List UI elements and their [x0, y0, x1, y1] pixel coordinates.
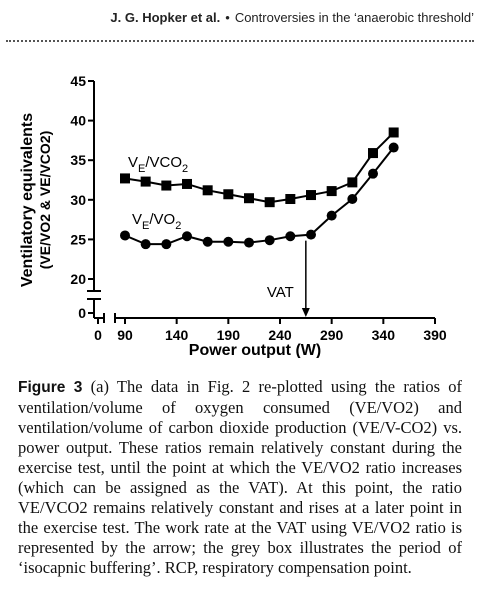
ve-vo2-point	[306, 229, 316, 240]
ve-vo2-point	[347, 194, 358, 205]
ve-vco2-series-label: VE/VCO2	[128, 154, 188, 175]
ve-vco2-point	[264, 197, 275, 208]
ve-vo2-point	[120, 230, 130, 241]
x-tick-label: 340	[372, 327, 396, 343]
header-authors: J. G. Hopker et al.	[110, 10, 221, 25]
ve-vo2-point	[368, 168, 378, 179]
y-tick-label: 40	[70, 113, 86, 129]
y-tick-label: 0	[78, 305, 86, 321]
ventilatory-equivalents-chart: 0 20 25 30 35 40 45 0 90 140 190 240 290 340 390 Power …	[19, 73, 447, 358]
y-axis-title: Ventilatory equivalents	[19, 113, 36, 287]
ve-vco2-point	[161, 180, 172, 191]
x-tick-label: 90	[117, 327, 133, 343]
ve-vco2-point	[202, 185, 213, 196]
x-tick-label: 290	[320, 327, 344, 343]
y-tick-label: 35	[70, 152, 86, 168]
ve-vo2-point	[161, 239, 172, 250]
header-title: Controversies in the ‘anaerobic threshol…	[234, 10, 474, 25]
vat-label: VAT	[267, 284, 294, 301]
ve-vo2-point	[140, 239, 151, 250]
y-tick-label: 30	[70, 192, 86, 208]
ve-vo2-point	[264, 235, 275, 246]
chart-marks	[120, 127, 399, 317]
ve-vo2-point	[326, 210, 337, 221]
ve-vco2-point	[347, 177, 358, 188]
vat-arrow-head	[301, 308, 310, 317]
ve-vo2-point	[244, 237, 254, 248]
figure-caption: Figure 3 (a) The data in Fig. 2 re-plott…	[18, 377, 462, 578]
x-tick-label: 390	[423, 327, 447, 343]
y-tick-label: 25	[70, 231, 86, 247]
x-tick-label: 0	[94, 327, 102, 343]
chart-labels: 0 20 25 30 35 40 45 0 90 140 190 240 290 340 390 Power …	[19, 73, 447, 358]
ve-vco2-point	[140, 176, 151, 187]
y-tick-label: 20	[70, 271, 86, 287]
x-tick-label: 190	[217, 327, 241, 343]
ve-vco2-point	[223, 189, 234, 200]
ve-vco2-point	[368, 148, 378, 159]
caption-text: (a) The data in Fig. 2 re-plotted using …	[18, 377, 462, 577]
ve-vo2-series-label: VE/VO2	[132, 211, 181, 232]
x-tick-label: 240	[268, 327, 292, 343]
y-tick-label: 45	[70, 73, 86, 89]
chart-axes	[87, 80, 436, 324]
ve-vo2-point	[202, 236, 213, 247]
x-tick-label: 140	[165, 327, 189, 343]
ve-vo2-point	[182, 231, 192, 242]
ve-vo2-point	[285, 231, 296, 242]
ve-vo2-point	[223, 236, 234, 247]
header-divider	[6, 40, 474, 42]
y-axis-title-sub: (VE/VO2 & VE/VCO2)	[37, 131, 53, 269]
ve-vco2-point	[326, 186, 337, 197]
ve-vco2-point	[388, 127, 399, 138]
ve-vo2-point	[388, 142, 399, 153]
figure-label: Figure 3	[18, 379, 83, 396]
ve-vco2-point	[120, 173, 130, 184]
ve-vco2-point	[182, 178, 192, 189]
header-bullet: •	[225, 10, 230, 25]
running-header: J. G. Hopker et al. • Controversies in the…	[0, 10, 474, 25]
ve-vco2-point	[244, 193, 254, 204]
x-axis-title: Power output (W)	[189, 342, 321, 358]
ve-vco2-point	[306, 190, 316, 201]
ve-vco2-point	[285, 194, 296, 205]
